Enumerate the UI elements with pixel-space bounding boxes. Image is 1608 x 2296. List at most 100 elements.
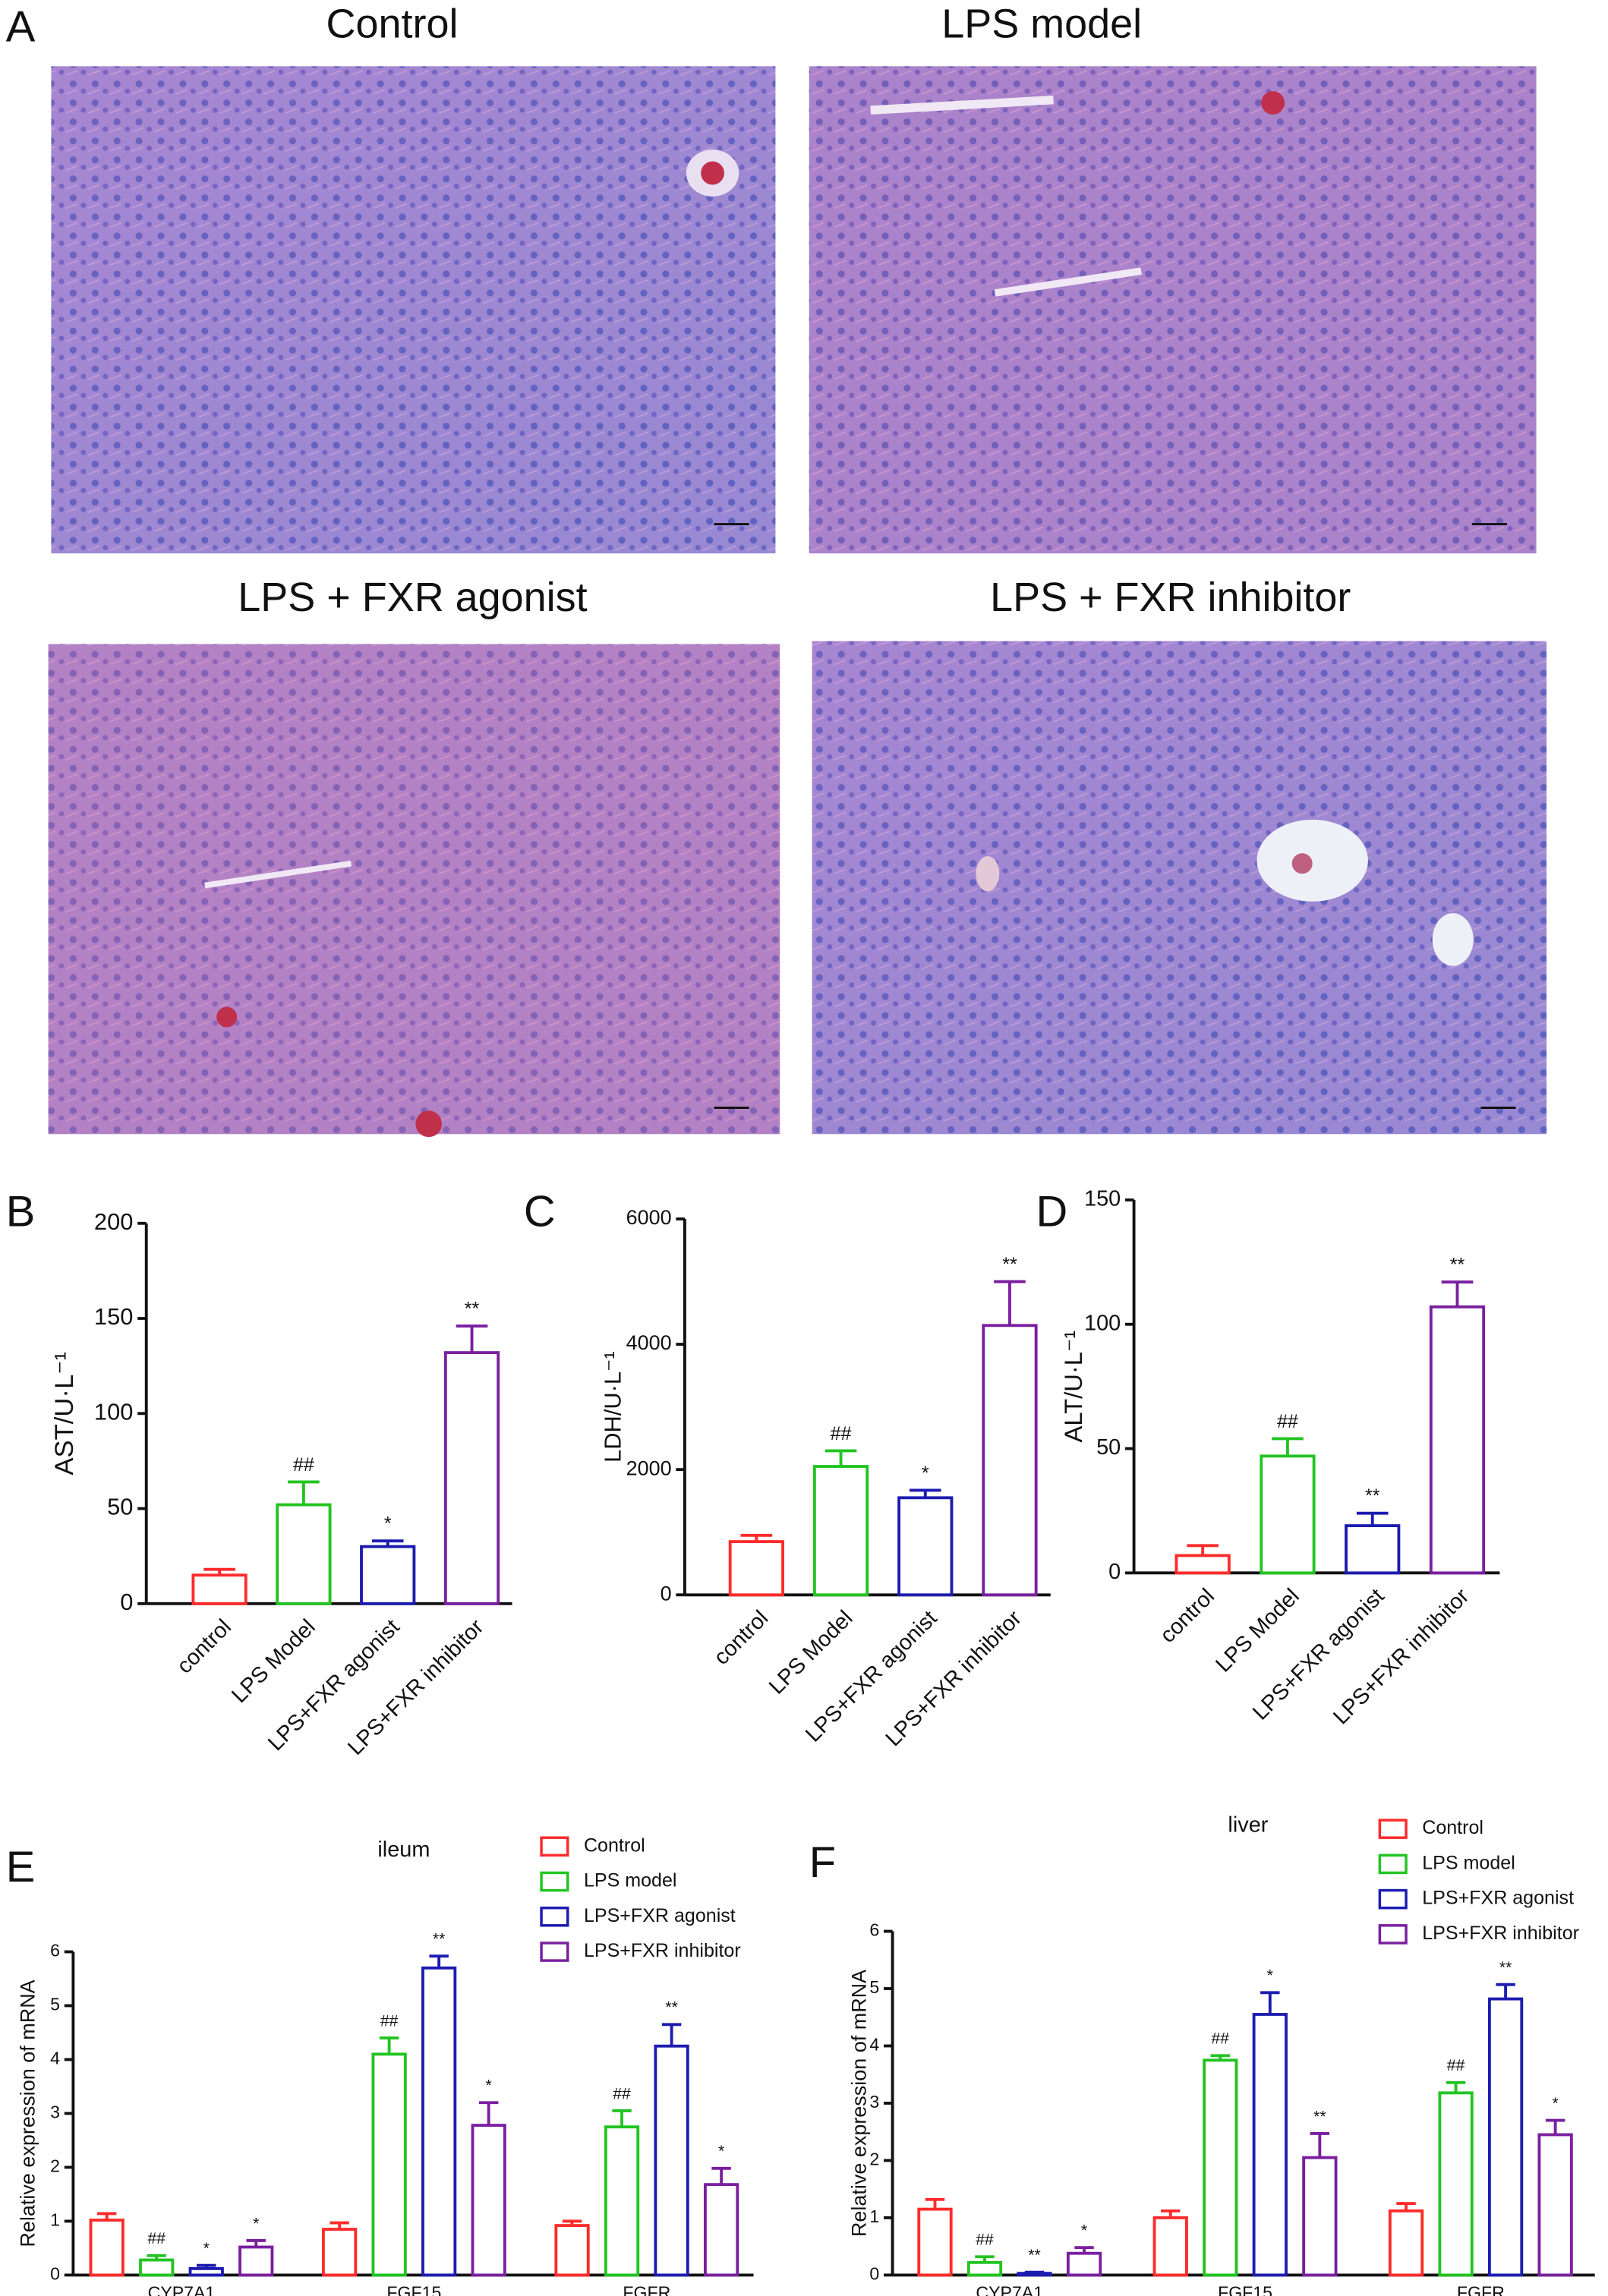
y-tick-label: 0 bbox=[50, 2264, 60, 2284]
error-bar bbox=[1396, 2202, 1416, 2211]
significance-label: ## bbox=[831, 1423, 852, 1444]
significance-label: ## bbox=[380, 2012, 399, 2030]
micrograph-title: LPS + FXR agonist bbox=[238, 575, 587, 620]
error-bar bbox=[246, 2239, 266, 2247]
legend-swatch bbox=[1378, 1888, 1408, 1910]
bar bbox=[1203, 2058, 1238, 2277]
legend-label: LPS+FXR inhibitor bbox=[584, 1940, 741, 1961]
bar bbox=[139, 2258, 175, 2277]
bar bbox=[238, 2245, 274, 2277]
y-tick-label: 150 bbox=[94, 1303, 133, 1330]
x-tick-label: FGF15 bbox=[386, 2283, 441, 2296]
error-bar bbox=[1272, 1437, 1304, 1457]
micrograph-title: LPS + FXR inhibitor bbox=[990, 575, 1351, 620]
significance-label: ## bbox=[613, 2085, 631, 2102]
bar bbox=[1066, 2251, 1102, 2277]
y-tick-label: 2 bbox=[869, 2150, 879, 2169]
error-bar bbox=[478, 2101, 499, 2126]
legend-swatch bbox=[540, 1942, 569, 1962]
y-tick-label: 6 bbox=[869, 1920, 879, 1940]
bar bbox=[360, 1545, 416, 1605]
bar bbox=[471, 2124, 506, 2277]
significance-label: * bbox=[384, 1513, 392, 1535]
error-bar bbox=[925, 2197, 945, 2209]
significance-label: ** bbox=[433, 1931, 446, 1948]
error-bar bbox=[1446, 2080, 1466, 2093]
chart-title: ileum bbox=[377, 1838, 430, 1862]
micrograph bbox=[51, 66, 776, 554]
legend-swatch bbox=[540, 1836, 569, 1857]
legend-swatch bbox=[1378, 1853, 1408, 1875]
micrograph bbox=[809, 66, 1537, 554]
error-bar bbox=[975, 2255, 995, 2263]
significance-label: * bbox=[1267, 1967, 1273, 1985]
chart-title: liver bbox=[1228, 1813, 1268, 1837]
significance-label: ** bbox=[1028, 2247, 1040, 2264]
error-bar bbox=[994, 1280, 1026, 1326]
error-bar bbox=[824, 1449, 857, 1467]
bar bbox=[276, 1503, 332, 1605]
bar bbox=[188, 2266, 224, 2277]
y-tick-label: 5 bbox=[50, 1995, 60, 2014]
bar bbox=[917, 2207, 953, 2277]
error-bar bbox=[329, 2221, 349, 2230]
bar bbox=[1438, 2091, 1474, 2277]
panel-label: B bbox=[6, 1187, 36, 1236]
y-tick-label: 6 bbox=[50, 1941, 60, 1961]
bar bbox=[1260, 1454, 1316, 1575]
x-tick-label: CYP7A1 bbox=[976, 2283, 1043, 2296]
significance-label: ## bbox=[976, 2231, 994, 2249]
significance-label: ** bbox=[1313, 2108, 1326, 2125]
error-bar bbox=[1210, 2054, 1231, 2061]
legend-swatch bbox=[1378, 1819, 1408, 1839]
x-tick-label: FGF15 bbox=[1218, 2283, 1272, 2296]
error-bar bbox=[456, 1324, 488, 1353]
y-tick-label: 4 bbox=[50, 2049, 60, 2068]
y-tick-label: 0 bbox=[869, 2264, 879, 2284]
y-axis-label: AST/U·L⁻¹ bbox=[50, 1352, 79, 1476]
y-tick-label: 2000 bbox=[626, 1457, 672, 1479]
error-bar bbox=[1161, 2209, 1181, 2218]
y-tick-label: 0 bbox=[120, 1589, 133, 1615]
bar bbox=[1429, 1305, 1486, 1575]
micrograph bbox=[812, 641, 1547, 1135]
y-tick-label: 4 bbox=[869, 2035, 879, 2055]
significance-label: ** bbox=[1365, 1485, 1380, 1507]
error-bar bbox=[96, 2212, 117, 2221]
bar bbox=[604, 2125, 640, 2277]
panel-label: F bbox=[809, 1838, 836, 1887]
error-bar bbox=[379, 2036, 399, 2055]
panel-label: A bbox=[6, 2, 36, 51]
y-tick-label: 3 bbox=[50, 2102, 60, 2122]
legend-label: LPS+FXR agonist bbox=[584, 1905, 736, 1926]
bar bbox=[554, 2224, 590, 2277]
y-axis-label: Relative expression of mRNA bbox=[17, 1979, 39, 2247]
significance-label: ** bbox=[1499, 1959, 1512, 1976]
legend-label: LPS+FXR inhibitor bbox=[1422, 1923, 1579, 1944]
x-tick-label: CYP7A1 bbox=[148, 2283, 216, 2296]
micrograph bbox=[48, 644, 780, 1138]
bar bbox=[443, 1351, 500, 1605]
error-bar bbox=[1187, 1544, 1219, 1556]
significance-label: ** bbox=[1002, 1254, 1017, 1275]
error-bar bbox=[1441, 1280, 1474, 1307]
error-bar bbox=[1496, 1983, 1515, 1999]
bar bbox=[321, 2228, 358, 2277]
significance-label: ## bbox=[1447, 2057, 1465, 2074]
significance-label: ## bbox=[1277, 1411, 1298, 1432]
significance-label: ## bbox=[1212, 2030, 1230, 2048]
error-bar bbox=[1024, 2270, 1045, 2274]
error-bar bbox=[203, 1567, 235, 1576]
error-bar bbox=[429, 1954, 449, 1968]
bar bbox=[371, 2052, 407, 2277]
y-tick-label: 3 bbox=[869, 2092, 879, 2112]
error-bar bbox=[288, 1480, 320, 1505]
bar bbox=[897, 1496, 954, 1597]
significance-label: ** bbox=[1450, 1254, 1465, 1275]
bar bbox=[1302, 2156, 1338, 2277]
micrograph-title: LPS model bbox=[941, 2, 1142, 47]
significance-label: * bbox=[253, 2215, 259, 2232]
bar bbox=[812, 1465, 869, 1597]
